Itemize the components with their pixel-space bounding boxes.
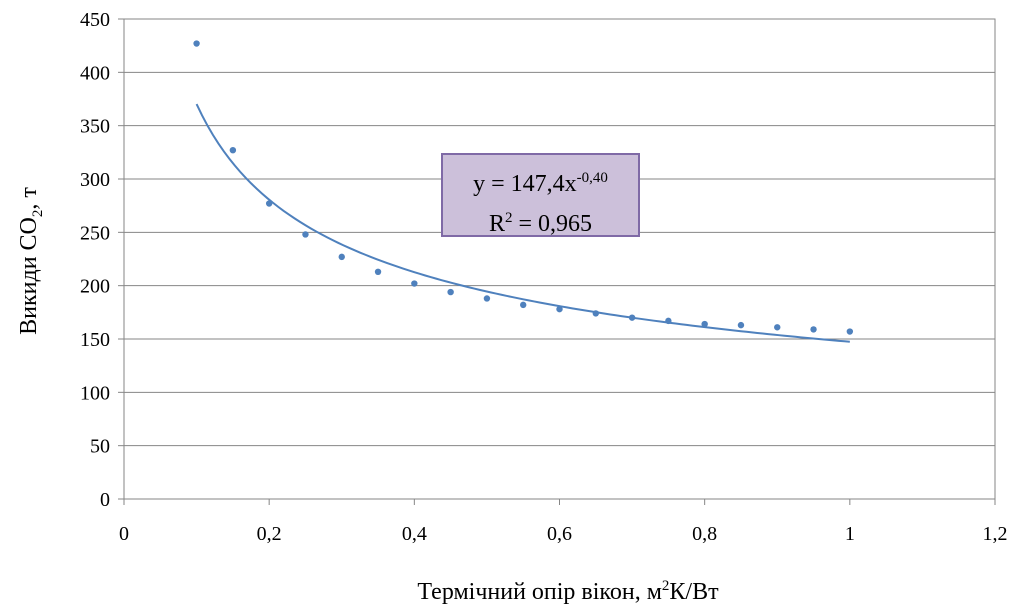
x-tick-labels: 0 0,2 0,4 0,6 0,8 1 1,2 <box>119 499 1008 545</box>
data-point-0-4 <box>338 253 345 261</box>
y-tick-labels: 0 50 100 150 200 250 300 350 400 450 <box>80 9 124 511</box>
y-tick-label-5: 250 <box>80 222 110 244</box>
data-point-0-3 <box>302 231 309 238</box>
data-point-0-13 <box>665 317 672 325</box>
y-axis-title: Викиди CO2, т <box>16 187 46 335</box>
data-point-0-6 <box>411 280 418 287</box>
x-tick-label-0: 0 <box>119 523 129 545</box>
data-point-0-1 <box>229 147 237 154</box>
data-point-0-8 <box>483 295 491 302</box>
y-tick-label-7: 350 <box>80 116 110 138</box>
data-point-0-16 <box>774 324 781 331</box>
data-point-0-15 <box>737 321 745 329</box>
trendline-equation-box: y = 147,4x-0,40 R2 = 0,965 <box>441 153 640 237</box>
y-tick-label-9: 450 <box>80 9 110 31</box>
x-tick-label-2: 0,4 <box>402 523 427 545</box>
y-tick-label-3: 150 <box>80 329 110 351</box>
data-point-0-0 <box>193 40 200 47</box>
y-tick-label-0: 0 <box>100 489 110 511</box>
x-tick-label-4: 0,8 <box>692 523 717 545</box>
data-point-0-17 <box>810 326 817 333</box>
y-tick-label-8: 400 <box>80 62 110 84</box>
y-tick-label-2: 100 <box>80 382 110 404</box>
data-point-0-18 <box>846 328 854 335</box>
y-tick-label-1: 50 <box>90 436 110 458</box>
x-tick-label-5: 1 <box>845 523 855 545</box>
data-points <box>193 40 854 335</box>
data-point-0-5 <box>374 268 382 275</box>
data-point-0-7 <box>447 288 454 296</box>
data-point-0-11 <box>592 310 599 317</box>
data-point-0-9 <box>520 301 527 309</box>
x-tick-label-6: 1,2 <box>983 523 1008 545</box>
x-tick-label-3: 0,6 <box>547 523 572 545</box>
data-point-0-12 <box>628 314 636 321</box>
axes <box>123 18 996 500</box>
y-tick-label-6: 300 <box>80 169 110 191</box>
data-point-0-2 <box>265 200 273 207</box>
trendline-equation: y = 147,4x-0,40 <box>473 170 608 197</box>
x-tick-label-1: 0,2 <box>257 523 282 545</box>
r-squared-label: R2 = 0,965 <box>488 210 593 237</box>
x-axis-title: Термічний опір вікон, м2К/Вт <box>417 578 719 605</box>
plot-area-border <box>123 18 996 500</box>
data-point-0-10 <box>556 305 563 313</box>
data-point-0-14 <box>701 320 708 328</box>
trendline <box>195 103 850 343</box>
y-tick-label-4: 200 <box>80 276 110 298</box>
